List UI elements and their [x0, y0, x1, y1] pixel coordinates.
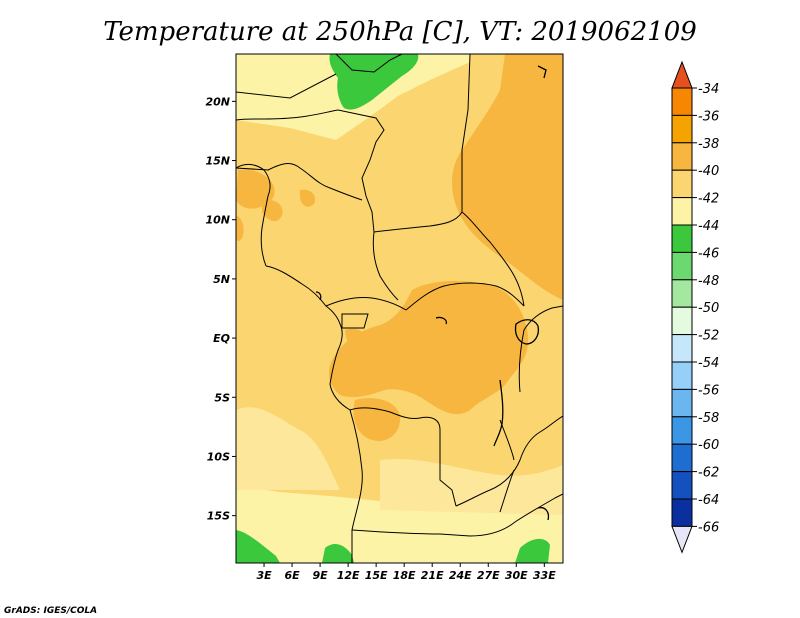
- colorbar-box: [671, 224, 693, 253]
- colorbar-box: [671, 142, 693, 171]
- colorbar-box: [671, 471, 693, 500]
- lon-tick-label: 12E: [337, 569, 360, 582]
- colorbar-label: -66: [698, 520, 719, 535]
- colorbar-box: [671, 334, 693, 363]
- green-patch-southeast: [515, 538, 550, 563]
- colorbar-label: -62: [698, 466, 719, 481]
- colorbar-box: [671, 416, 693, 445]
- lat-tick-label: 10N: [205, 214, 230, 227]
- lon-tick-label: 9E: [312, 569, 328, 582]
- longitude-axis: 3E 6E 9E 12E 15E 18E 21E 24E 27E 30E 33E: [256, 563, 556, 582]
- lat-tick-label: 20N: [205, 95, 230, 108]
- lon-tick-label: 33E: [533, 569, 556, 582]
- lon-tick-label: 21E: [421, 569, 444, 582]
- colorbar-box: [671, 388, 693, 418]
- pale-area-south-central: [380, 458, 563, 515]
- warm-area-coast: [236, 215, 244, 242]
- lakes: [315, 65, 550, 521]
- lon-tick-label: 24E: [449, 569, 472, 582]
- colorbar-box: [671, 251, 693, 281]
- colorbar-label: -36: [698, 109, 719, 124]
- lon-tick-label: 3E: [256, 569, 272, 582]
- colorbar-label: -44: [698, 219, 719, 234]
- colorbar: -34 -36 -38 -40 -42 -44 -46 -48 -50 -52 -54 -56 -58 -…: [671, 60, 719, 554]
- warm-area-congo-basin: [328, 280, 529, 415]
- grads-credit: GrADS: IGES/COLA: [4, 606, 97, 616]
- pale-band-south: [236, 486, 563, 563]
- colorbar-box: [671, 443, 693, 473]
- colorbar-label: -34: [698, 82, 719, 97]
- chart-title: Temperature at 250hPa [C], VT: 201906210…: [103, 17, 697, 47]
- green-patch-south: [322, 544, 354, 563]
- lat-tick-label: 15S: [207, 510, 230, 523]
- colorbar-label: -40: [698, 164, 719, 179]
- lat-tick-label: 15N: [205, 155, 230, 168]
- colorbar-box: [671, 361, 693, 390]
- lat-tick-label: EQ: [213, 332, 230, 345]
- colorbar-box: [671, 169, 693, 199]
- colorbar-label: -60: [698, 438, 719, 453]
- lat-tick-label: 5S: [214, 391, 230, 404]
- colorbar-label: -38: [698, 137, 719, 152]
- lat-tick-label: 10S: [207, 450, 230, 463]
- warm-area-west: [236, 169, 275, 209]
- latitude-axis: 20N 15N 10N 5N EQ 5S 10S 15S: [205, 95, 236, 523]
- colorbar-label: -64: [698, 493, 719, 508]
- warm-area-west-small: [262, 199, 283, 222]
- colorbar-box: [671, 279, 693, 308]
- warm-patch-2: [345, 328, 366, 349]
- green-area-north: [329, 54, 419, 110]
- colorbar-label: -46: [698, 246, 719, 261]
- colorbar-box: [671, 306, 693, 336]
- lon-tick-label: 15E: [365, 569, 388, 582]
- lon-tick-label: 30E: [505, 569, 528, 582]
- lon-tick-label: 27E: [477, 569, 500, 582]
- warm-area-south: [353, 398, 401, 441]
- colorbar-label: -52: [698, 329, 719, 344]
- warm-area-northeast: [452, 54, 563, 300]
- colorbar-label: -50: [698, 301, 719, 316]
- colorbar-under-triangle: [671, 525, 693, 554]
- colorbar-label: -48: [698, 274, 719, 289]
- colorbar-box: [671, 87, 693, 116]
- warm-patch: [299, 189, 316, 207]
- green-area-southwest: [236, 530, 280, 563]
- colorbar-label: -56: [698, 383, 719, 398]
- colorbar-box: [671, 197, 693, 226]
- colorbar-label: -42: [698, 192, 719, 207]
- lon-tick-label: 6E: [284, 569, 300, 582]
- colorbar-box: [671, 498, 693, 527]
- lon-tick-label: 18E: [393, 569, 416, 582]
- temperature-field: [236, 54, 563, 563]
- colorbar-over-triangle: [671, 60, 693, 89]
- lat-tick-label: 5N: [213, 273, 230, 286]
- colorbar-label: -58: [698, 411, 719, 426]
- pale-area-southwest: [236, 407, 340, 490]
- plot-frame: [235, 53, 564, 564]
- colorbar-label: -54: [698, 356, 719, 371]
- colorbar-box: [671, 114, 693, 144]
